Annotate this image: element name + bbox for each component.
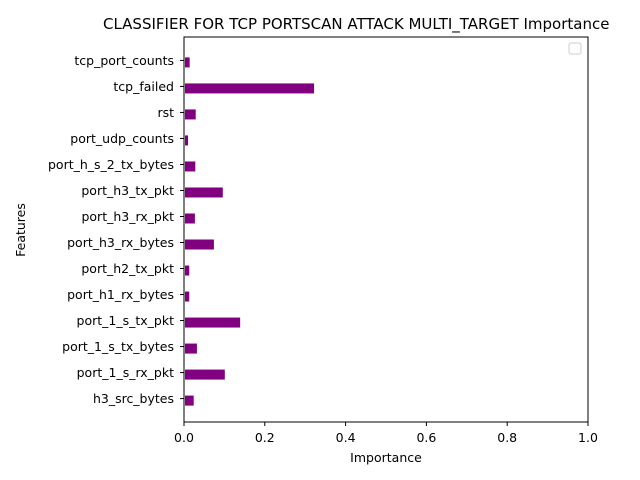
x-tick-label: 0.0 bbox=[174, 430, 194, 445]
y-tick-label: tcp_port_counts bbox=[74, 53, 174, 68]
bar-rst bbox=[185, 109, 196, 120]
y-axis-ticks: h3_src_bytes port_1_s_rx_pkt port_1_s_tx_b… bbox=[48, 53, 184, 406]
legend-box bbox=[568, 42, 582, 55]
bar-port_h2_tx_pkt bbox=[185, 265, 190, 276]
plot-area-frame bbox=[183, 36, 589, 423]
y-tick-label: port_h2_tx_pkt bbox=[81, 261, 174, 276]
y-tick-label: port_h1_rx_bytes bbox=[67, 287, 174, 302]
y-tick-label: port_h3_rx_pkt bbox=[81, 209, 174, 224]
bar-port_h1_rx_bytes bbox=[185, 291, 190, 302]
bar-port_h_s_2_tx_bytes bbox=[185, 161, 196, 172]
bar-port_h3_rx_bytes bbox=[185, 239, 214, 250]
y-tick-label: rst bbox=[157, 105, 174, 120]
y-tick-label: port_h3_rx_bytes bbox=[67, 235, 174, 250]
y-tick-label: port_udp_counts bbox=[70, 131, 174, 146]
x-tick-label: 0.8 bbox=[497, 430, 517, 445]
bar-port_h3_rx_pkt bbox=[185, 213, 195, 224]
bar-port_1_s_rx_pkt bbox=[185, 369, 225, 380]
y-tick-label: port_1_s_tx_pkt bbox=[77, 313, 175, 328]
bars-group bbox=[185, 57, 315, 406]
bar-tcp_failed bbox=[185, 83, 315, 94]
x-tick-label: 1.0 bbox=[578, 430, 598, 445]
x-tick-label: 0.2 bbox=[255, 430, 275, 445]
bar-port_1_s_tx_pkt bbox=[185, 317, 241, 328]
y-tick-label: port_1_s_rx_pkt bbox=[77, 365, 174, 380]
x-axis-ticks: 0.0 0.2 0.4 0.6 0.8 1.0 bbox=[174, 422, 598, 445]
y-tick-label: port_h3_tx_pkt bbox=[81, 183, 174, 198]
x-axis-label: Importance bbox=[350, 450, 422, 465]
bar-port_udp_counts bbox=[185, 135, 189, 146]
y-axis-label: Features bbox=[13, 203, 28, 257]
bar-h3_src_bytes bbox=[185, 395, 194, 406]
y-tick-label: tcp_failed bbox=[113, 79, 174, 94]
y-tick-label: port_1_s_tx_bytes bbox=[62, 339, 174, 354]
x-tick-label: 0.6 bbox=[416, 430, 436, 445]
bar-tcp_port_counts bbox=[185, 57, 190, 68]
y-tick-label: h3_src_bytes bbox=[93, 391, 174, 406]
y-tick-label: port_h_s_2_tx_bytes bbox=[48, 157, 174, 172]
bar-port_1_s_tx_bytes bbox=[185, 343, 197, 354]
chart-title: CLASSIFIER FOR TCP PORTSCAN ATTACK MULTI… bbox=[103, 15, 609, 34]
x-tick-label: 0.4 bbox=[336, 430, 356, 445]
bar-port_h3_tx_pkt bbox=[185, 187, 223, 198]
